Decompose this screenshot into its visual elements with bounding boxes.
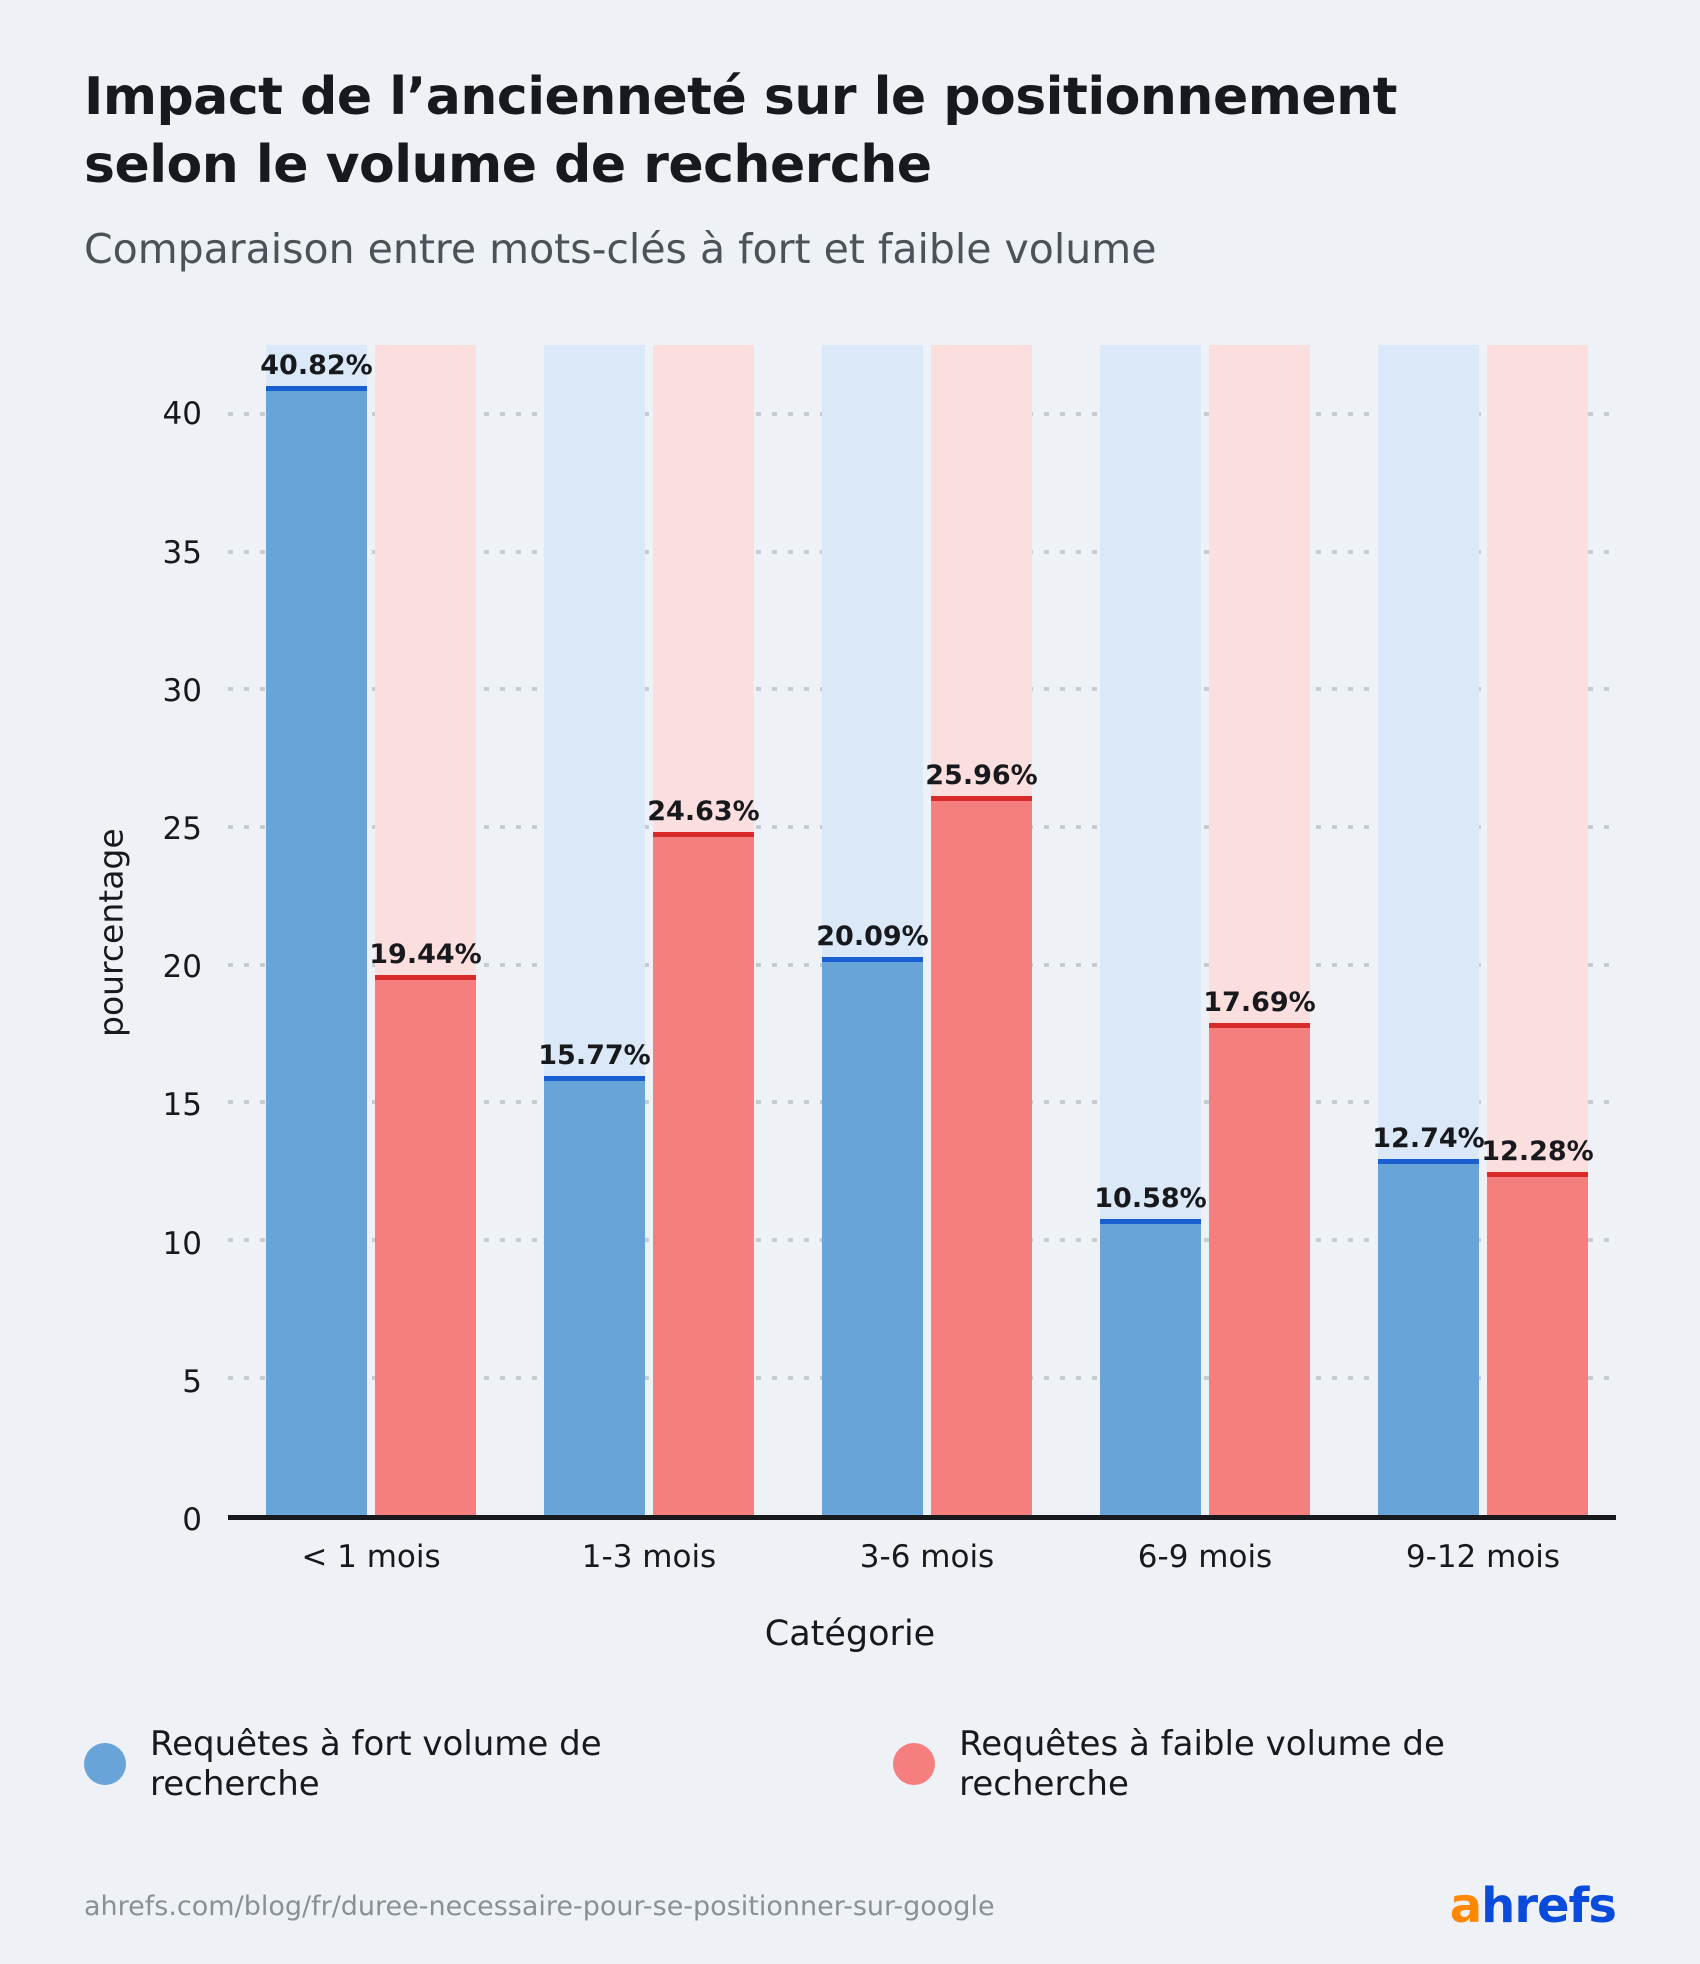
x-tick-label: 9-12 mois (1405, 1539, 1561, 1576)
bar-groups: 40.82% 19.44% < 1 mois 15.77% 24.63% 1-3 mois… (228, 345, 1616, 1575)
page-subtitle: Comparaison entre mots-clés à fort et fa… (84, 225, 1157, 274)
bar (266, 386, 367, 1516)
x-tick-label: 6-9 mois (1137, 1539, 1273, 1576)
y-tick-label: 25 (162, 811, 202, 848)
y-tick-label: 40 (162, 396, 202, 433)
legend-item: Requêtes à fort volume de recherche (84, 1724, 773, 1804)
bar-band: 40.82% (260, 345, 373, 1516)
bar-value-label: 25.96% (925, 759, 1038, 791)
bar-band: 19.44% (369, 345, 482, 1516)
page-title: Impact de l’ancienneté sur le positionne… (84, 64, 1616, 199)
title-line-2: selon le volume de recherche (84, 134, 932, 195)
legend-swatch (893, 1743, 936, 1786)
footer: ahrefs.com/blog/fr/duree-necessaire-pour… (84, 1878, 1617, 1935)
bar-band: 15.77% (538, 345, 651, 1516)
bar-value-label: 17.69% (1203, 987, 1316, 1019)
bar (931, 795, 1032, 1516)
legend-swatch (84, 1743, 126, 1786)
bar (1209, 1023, 1310, 1516)
y-tick-label: 35 (162, 534, 202, 571)
legend-label: Requêtes à faible volume de recherche (959, 1724, 1445, 1805)
bar-value-label: 19.44% (369, 939, 482, 971)
bar-value-label: 15.77% (538, 1040, 651, 1072)
bar (544, 1076, 645, 1516)
bar-value-label: 12.28% (1481, 1136, 1594, 1168)
bar-group: 15.77% 24.63% 1-3 mois (538, 345, 760, 1575)
bar-band: 25.96% (925, 345, 1038, 1516)
x-tick-label: 1-3 mois (581, 1539, 717, 1576)
bar-band: 12.74% (1372, 345, 1485, 1516)
bar-group: 12.74% 12.28% 9-12 mois (1372, 345, 1594, 1575)
y-tick-label: 5 (182, 1363, 202, 1400)
source-url: ahrefs.com/blog/fr/duree-necessaire-pour… (84, 1890, 995, 1922)
y-tick-label: 15 (162, 1087, 202, 1124)
bar-band: 17.69% (1203, 345, 1316, 1516)
bar (375, 975, 476, 1516)
x-tick-label: < 1 mois (301, 1539, 441, 1576)
y-axis-tick-column: 0 5 10 15 20 25 30 35 40 (138, 345, 214, 1538)
plot-area: 40.82% 19.44% < 1 mois 15.77% 24.63% 1-3 mois… (228, 345, 1616, 1575)
y-tick-label: 30 (162, 672, 202, 709)
bar-group: 10.58% 17.69% 6-9 mois (1094, 345, 1316, 1575)
ahrefs-logo: ahrefs (1449, 1878, 1617, 1935)
legend: Requêtes à fort volume de recherche Requê… (84, 1724, 1616, 1804)
bar-band: 24.63% (647, 345, 760, 1516)
bar-value-label: 10.58% (1094, 1182, 1207, 1214)
bar (822, 957, 923, 1516)
bar (1100, 1218, 1201, 1516)
logo-letter-a: a (1449, 1878, 1482, 1935)
x-axis-title: Catégorie (764, 1614, 936, 1655)
logo-letters-hrefs: hrefs (1481, 1878, 1617, 1935)
bar (1487, 1172, 1588, 1516)
y-tick-label: 20 (162, 949, 202, 986)
bar-value-label: 24.63% (647, 796, 760, 828)
bar-band: 20.09% (816, 345, 929, 1516)
bar-chart: pourcentage 0 5 10 15 20 25 30 35 40 40.82% 19.44… (84, 345, 1616, 1575)
bar (1378, 1159, 1479, 1516)
legend-label: Requêtes à fort volume de recherche (150, 1724, 602, 1805)
bar (653, 832, 754, 1516)
y-tick-label: 10 (162, 1225, 202, 1262)
bar-value-label: 40.82% (260, 350, 373, 382)
bar-group: 20.09% 25.96% 3-6 mois (816, 345, 1038, 1575)
y-axis-title: pourcentage (91, 828, 131, 1038)
title-line-1: Impact de l’ancienneté sur le positionne… (84, 67, 1398, 127)
x-tick-label: 3-6 mois (859, 1539, 995, 1576)
bar-value-label: 20.09% (816, 921, 929, 953)
bar-band: 12.28% (1481, 345, 1594, 1516)
y-tick-label: 0 (182, 1502, 202, 1539)
bar-value-label: 12.74% (1372, 1123, 1485, 1155)
bar-band: 10.58% (1094, 345, 1207, 1516)
legend-item: Requêtes à faible volume de recherche (893, 1724, 1616, 1804)
bar-group: 40.82% 19.44% < 1 mois (260, 345, 482, 1575)
